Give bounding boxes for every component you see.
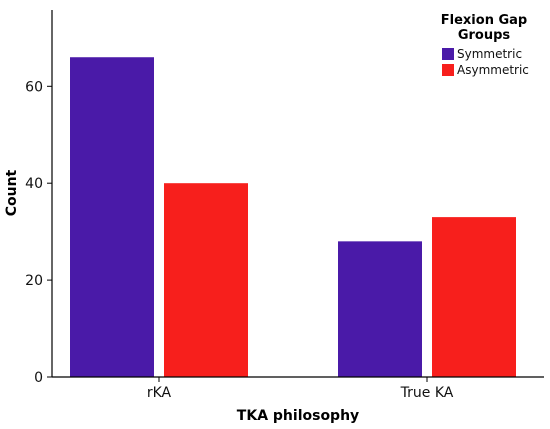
x-tick-label: True KA xyxy=(400,385,454,401)
bar-symmetric-true-ka xyxy=(338,241,422,377)
y-tick-label: 20 xyxy=(25,273,43,289)
legend-label-symmetric: Symmetric xyxy=(457,47,522,61)
y-tick-label: 60 xyxy=(25,79,43,95)
legend-title-line-2: Groups xyxy=(458,28,511,43)
legend-swatch-symmetric xyxy=(442,48,454,60)
y-tick-label: 0 xyxy=(34,370,43,386)
y-ticks-group: 0 20 40 60 xyxy=(25,79,52,386)
y-axis-title: Count xyxy=(4,169,20,216)
x-ticks-group: rKA True KA xyxy=(147,377,454,401)
bar-asymmetric-true-ka xyxy=(432,217,516,377)
legend-swatch-asymmetric xyxy=(442,64,454,76)
legend: Flexion Gap Groups Symmetric Asymmetric xyxy=(441,13,529,77)
bar-asymmetric-rka xyxy=(164,183,248,377)
x-axis-title: TKA philosophy xyxy=(237,408,359,424)
bar-symmetric-rka xyxy=(70,57,154,377)
y-tick-label: 40 xyxy=(25,176,43,192)
bars-group xyxy=(70,57,516,377)
legend-label-asymmetric: Asymmetric xyxy=(457,63,529,77)
legend-title-line-1: Flexion Gap xyxy=(441,13,527,28)
legend-items: Symmetric Asymmetric xyxy=(442,47,529,77)
x-tick-label: rKA xyxy=(147,385,172,401)
